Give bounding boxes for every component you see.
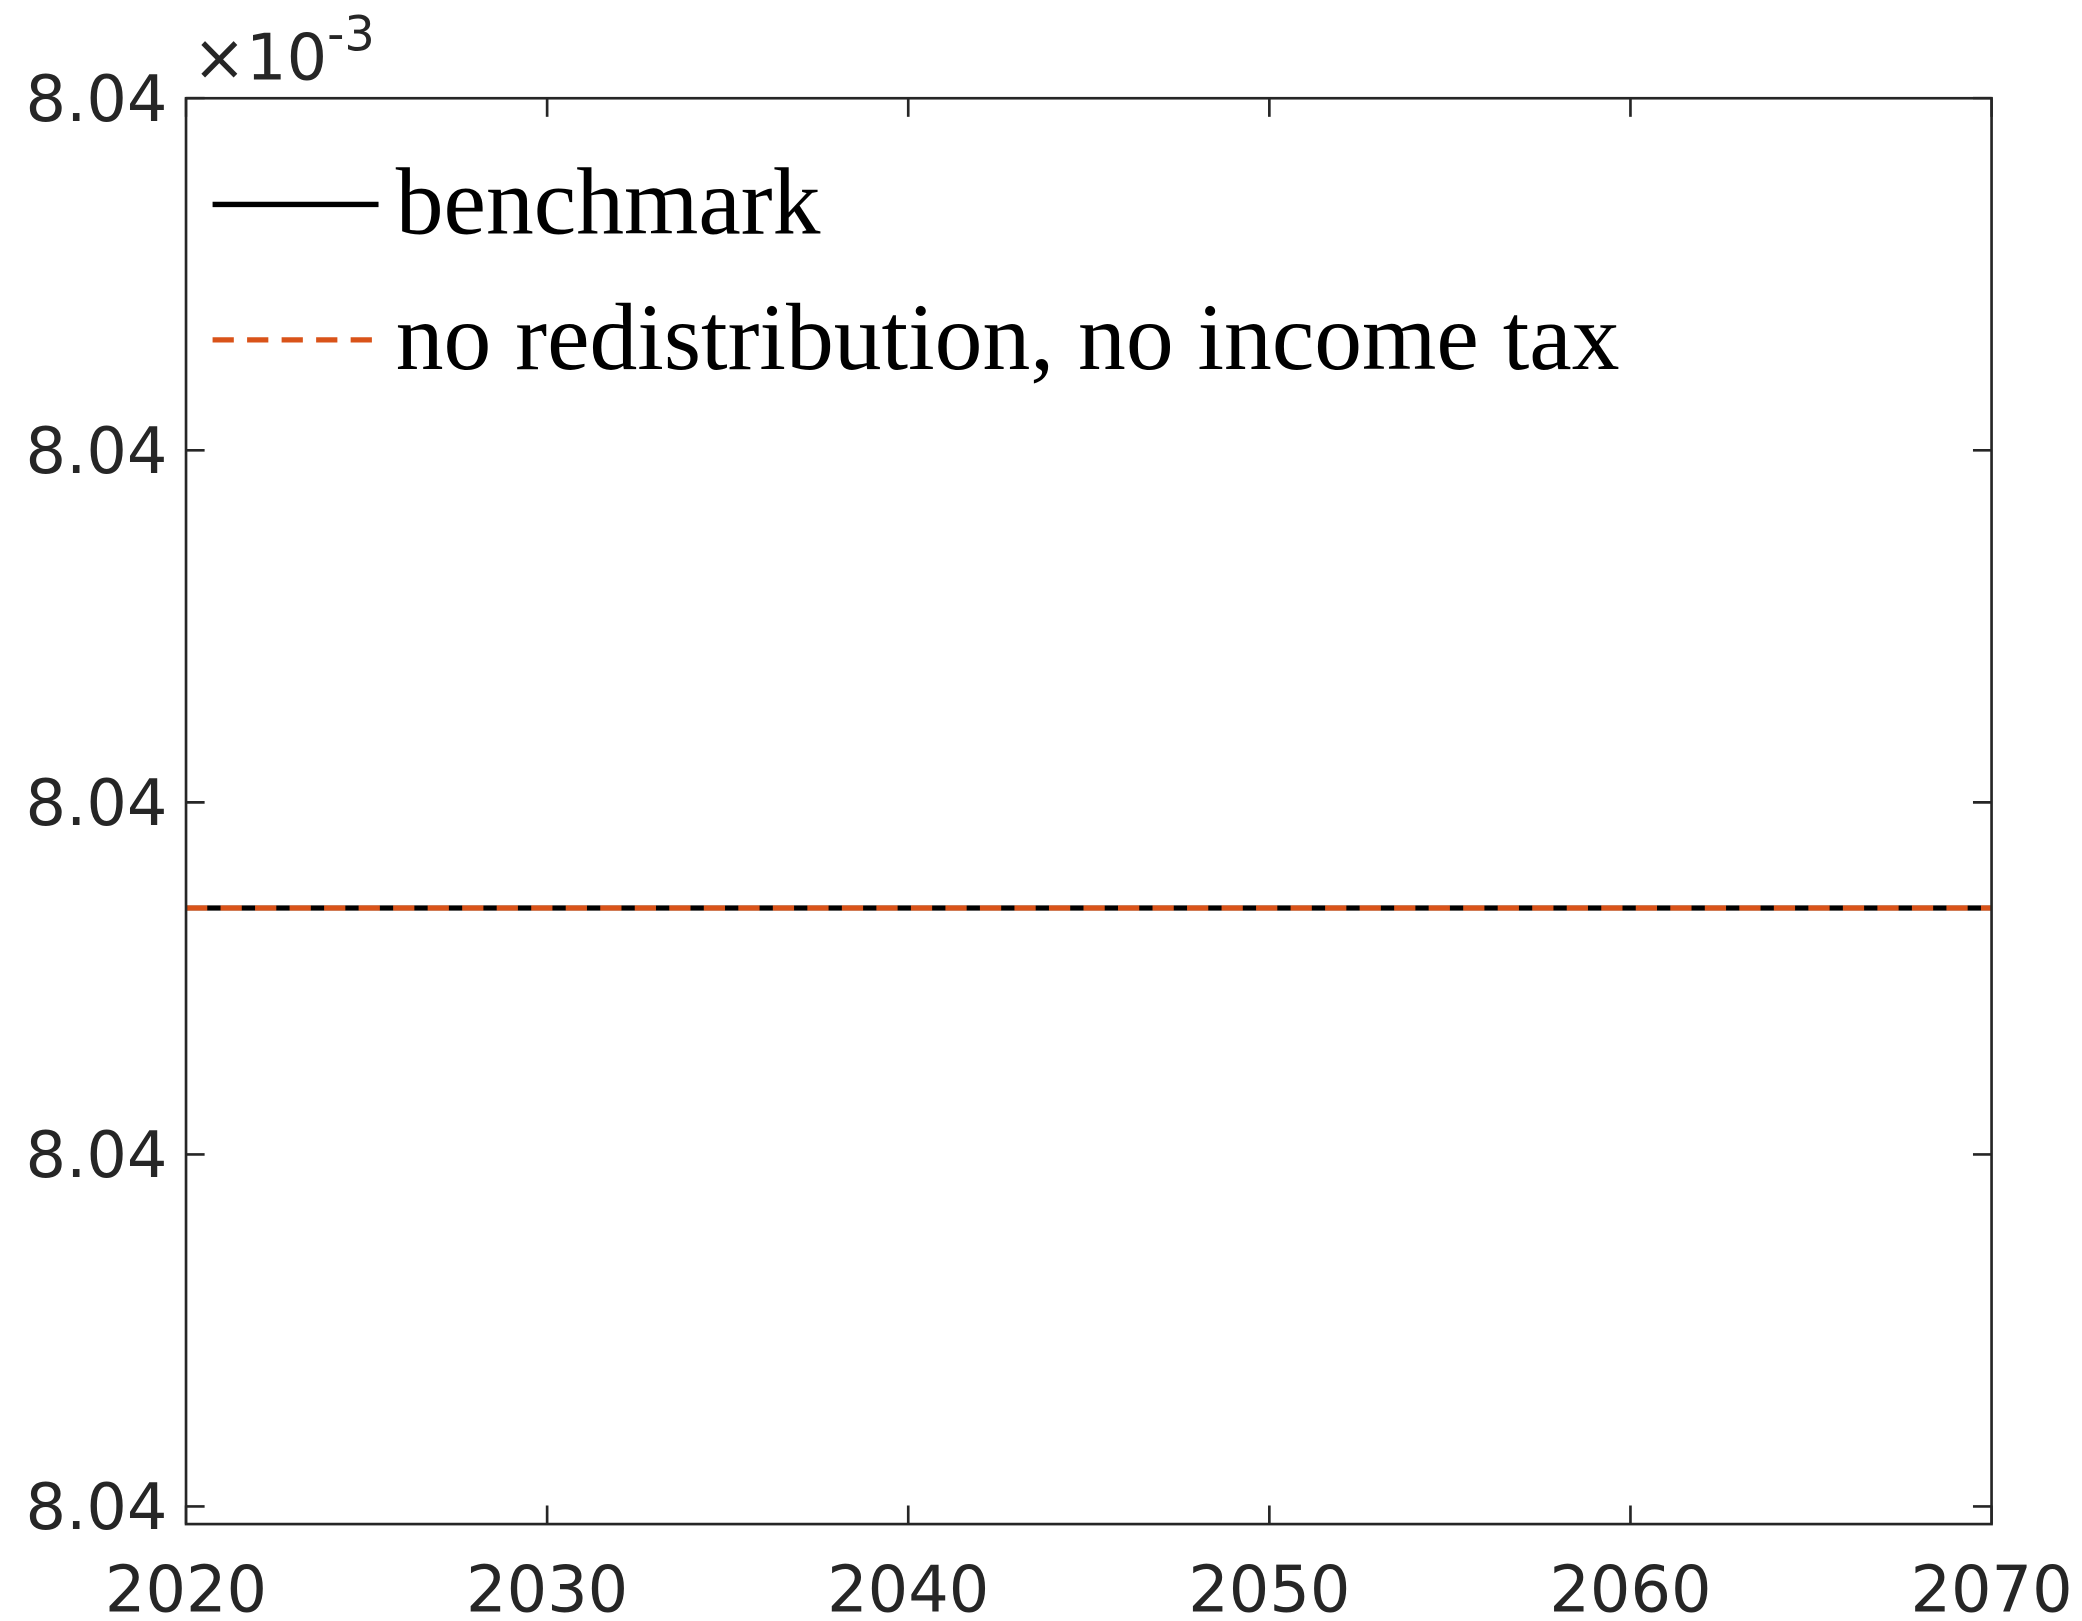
y-tick-label: 8.04 — [26, 1471, 168, 1545]
y-tick-label: 8.04 — [26, 767, 168, 841]
exponent-base: ×10 — [193, 22, 327, 96]
x-tick-label: 2060 — [1549, 1554, 1711, 1621]
plot-area — [186, 98, 1992, 1525]
y-tick-label: 8.04 — [26, 415, 168, 489]
y-tick-label: 8.04 — [26, 1119, 168, 1193]
x-tick-label: 2040 — [827, 1554, 989, 1621]
y-exponent: ×10-3 — [193, 7, 375, 95]
legend-label: benchmark — [396, 149, 821, 255]
x-tick-label: 2020 — [105, 1554, 267, 1621]
x-tick-label: 2070 — [1910, 1554, 2072, 1621]
exponent-power: -3 — [327, 7, 375, 62]
x-tick-label: 2030 — [466, 1554, 628, 1621]
axes-box — [184, 96, 1993, 1526]
y-tick-label: 8.04 — [26, 63, 168, 137]
legend-label: no redistribution, no income tax — [396, 284, 1620, 390]
x-tick-label: 2050 — [1188, 1554, 1350, 1621]
